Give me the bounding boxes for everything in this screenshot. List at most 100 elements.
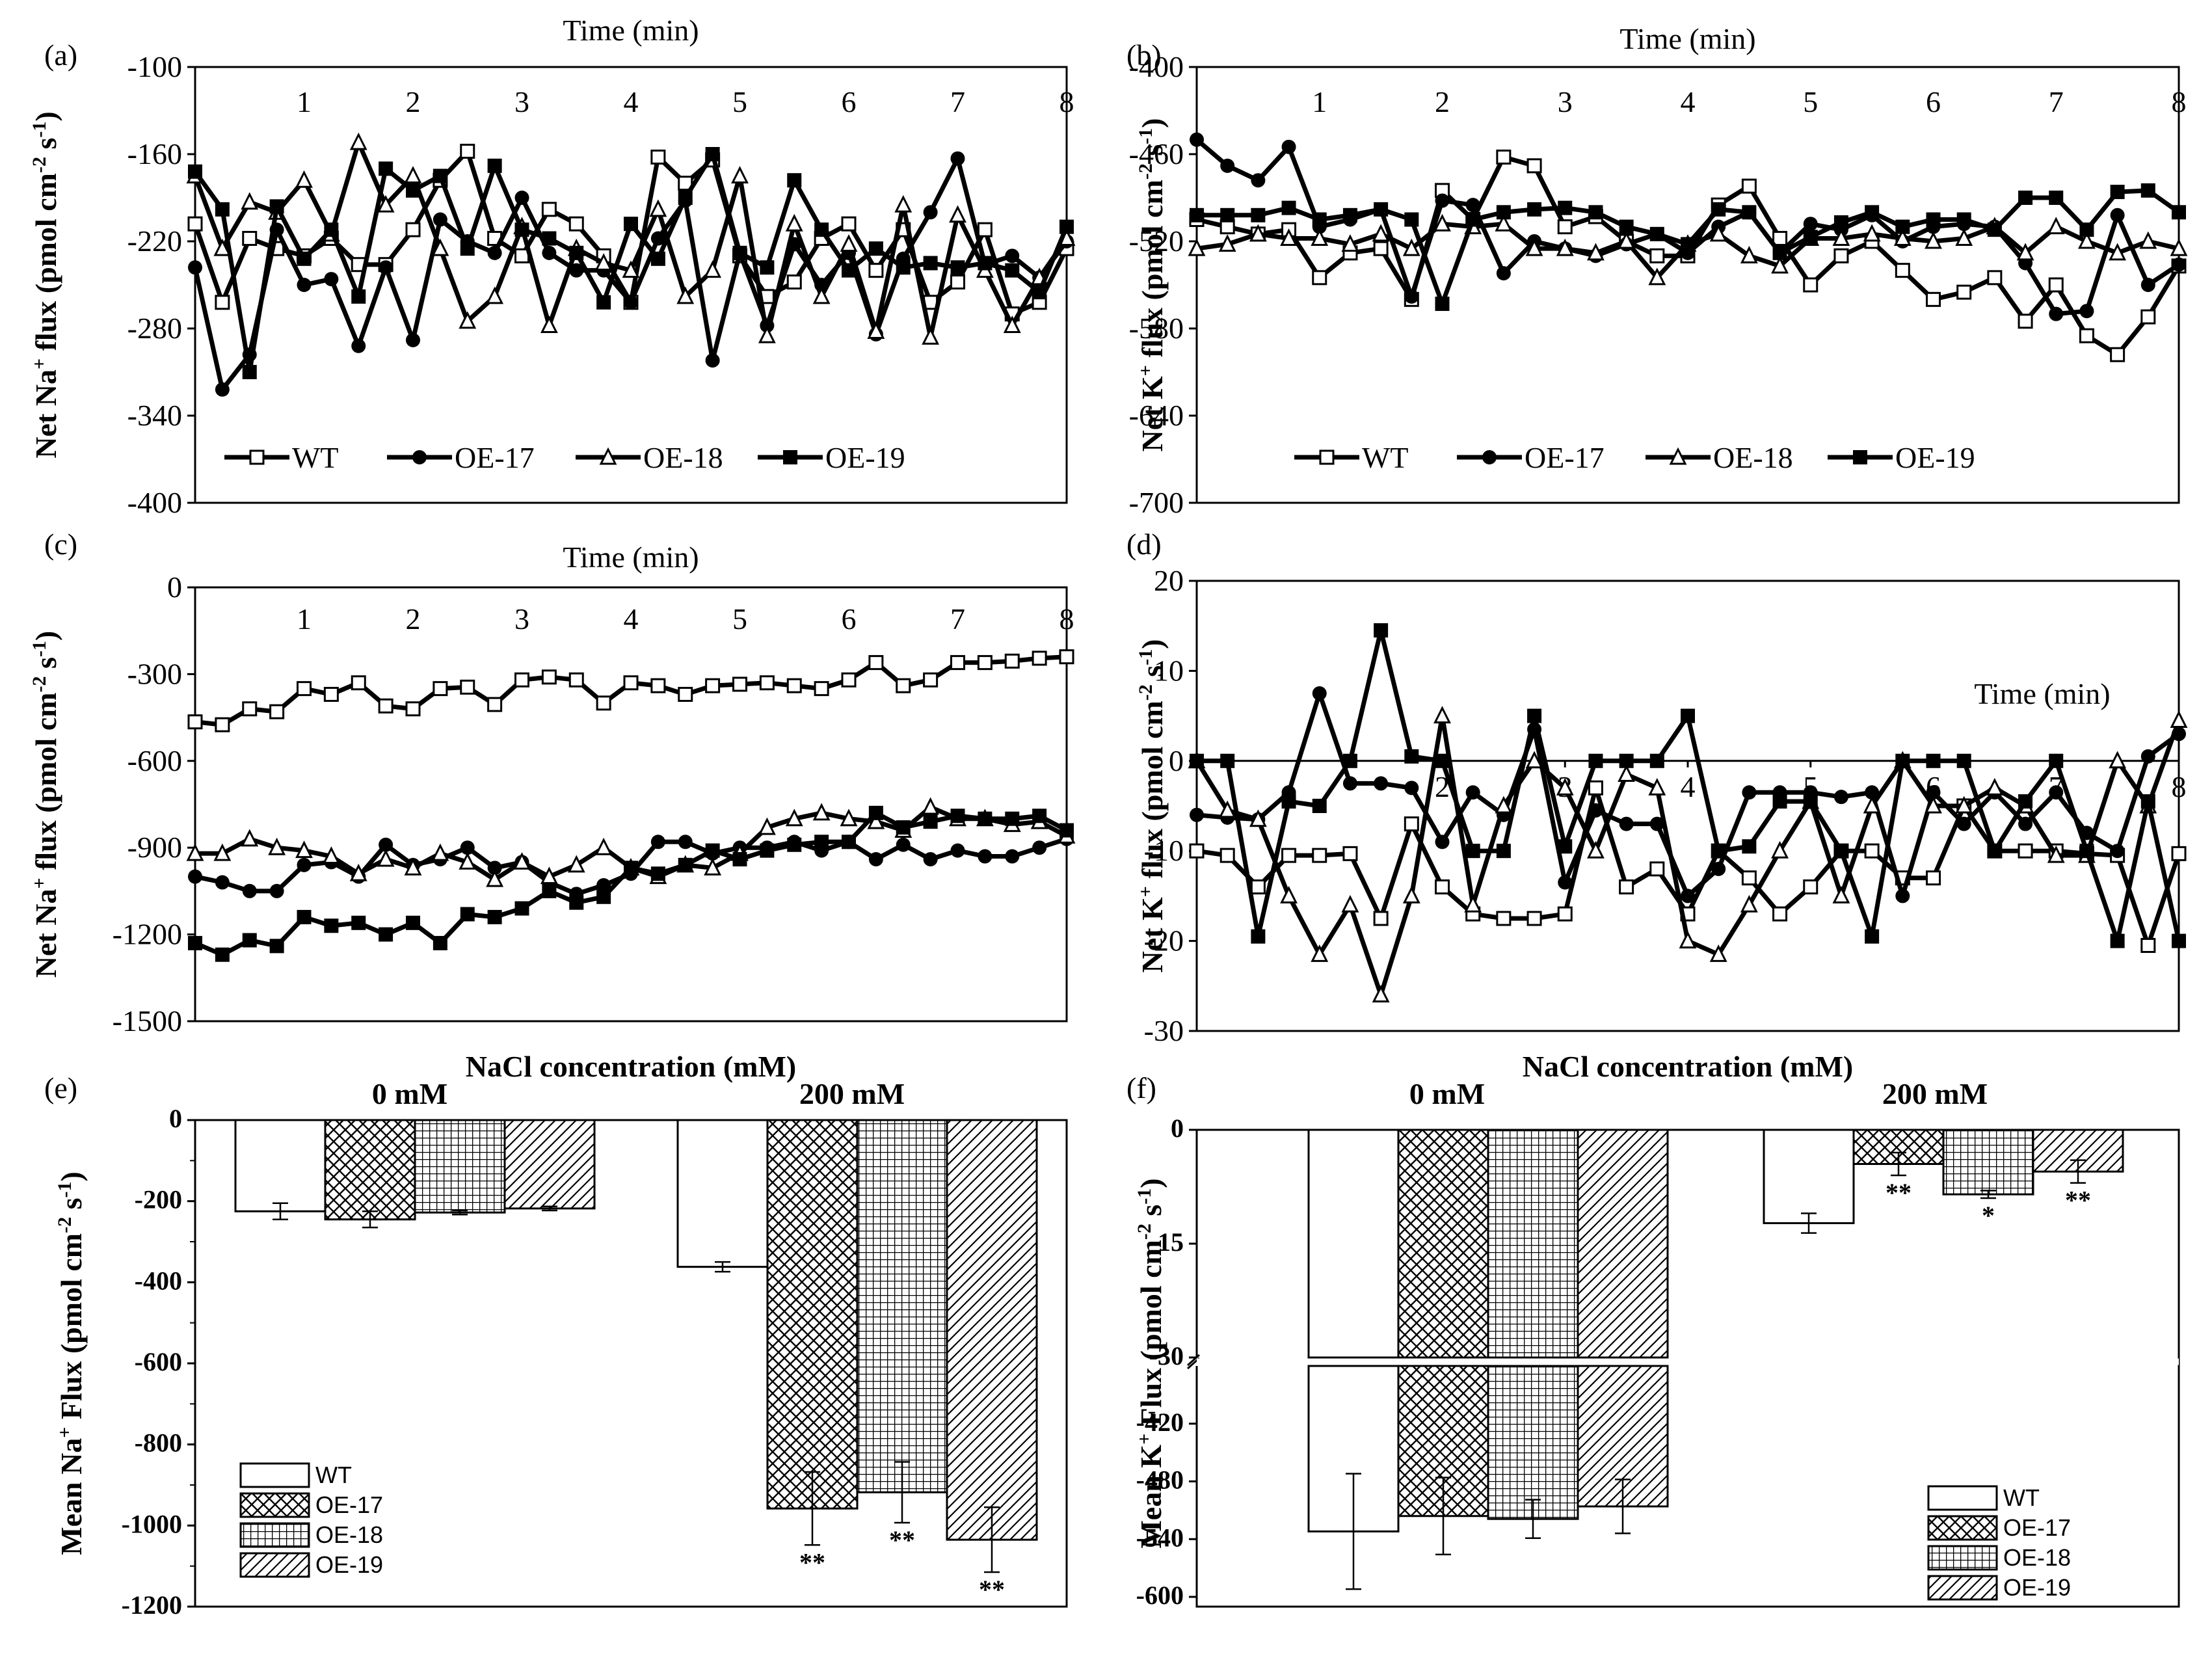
series-OE-19 — [1190, 183, 2186, 312]
data-point — [1374, 202, 1389, 217]
data-point — [242, 883, 257, 898]
legend-marker — [599, 447, 617, 465]
data-point — [1772, 794, 1787, 809]
data-point — [678, 857, 693, 872]
data-point — [1681, 237, 1695, 252]
group-label: 0 mM — [1409, 1077, 1485, 1110]
data-point — [1557, 219, 1573, 235]
axis-break-mark — [1187, 1354, 1200, 1367]
data-point — [596, 878, 611, 893]
data-point — [377, 849, 395, 867]
y-tick-label: -520 — [1129, 224, 1184, 258]
data-point — [868, 851, 883, 866]
data-point — [732, 676, 747, 692]
data-point — [1496, 911, 1512, 926]
data-point — [1435, 193, 1450, 208]
series-OE-19 — [188, 147, 1074, 379]
data-point — [2048, 277, 2064, 293]
data-point — [622, 260, 640, 278]
chart-title: NaCl concentration (mM) — [1523, 1050, 1853, 1083]
data-point — [514, 191, 529, 205]
panel-e: (e) NaCl concentration (mM) 0 mM 200 mM 0 -20… — [44, 1050, 1068, 1620]
x-tick-label: 6 — [842, 602, 857, 635]
data-point — [379, 927, 393, 942]
y-tick-label: -200 — [135, 1185, 182, 1214]
y-axis-title-sup1: + — [54, 1427, 75, 1438]
y-tick-label: -400 — [135, 1266, 182, 1295]
data-point — [1588, 780, 1603, 796]
y-tick-label: -100 — [127, 50, 182, 83]
data-point — [1527, 708, 1542, 723]
data-point — [1311, 944, 1329, 962]
data-point — [542, 245, 557, 260]
x-tick-label: 5 — [732, 602, 747, 635]
y-tick-label: -340 — [127, 399, 182, 432]
data-point — [2172, 933, 2186, 948]
data-point — [1649, 226, 1664, 241]
data-point — [1003, 315, 1021, 334]
data-point — [215, 202, 230, 217]
data-point — [487, 909, 502, 924]
y-axis-title-d: ) — [1136, 639, 1169, 648]
data-point — [2172, 257, 2186, 272]
data-point — [568, 672, 584, 688]
data-point — [594, 837, 613, 855]
y-tick-label: -300 — [127, 657, 182, 690]
x-tick-label: 2 — [1435, 85, 1450, 118]
data-point — [2110, 347, 2125, 362]
y-tick-label: -1500 — [113, 1004, 182, 1037]
data-point — [841, 216, 857, 232]
data-point — [1956, 212, 1971, 227]
data-point — [949, 205, 966, 223]
y-axis-title-a: Net K — [1136, 376, 1169, 451]
legend: WT OE-17 OE-18 OE-19 — [1294, 441, 1975, 474]
data-point — [1032, 285, 1047, 300]
data-point — [812, 286, 831, 304]
data-point — [213, 238, 232, 256]
y-axis-title-sup1: + — [29, 877, 50, 889]
data-point — [1863, 224, 1881, 242]
x-tick-label: 5 — [732, 85, 747, 118]
y-axis-title-sup1: + — [29, 358, 50, 369]
y-axis-title-c: s — [1136, 144, 1169, 163]
data-point — [676, 286, 695, 304]
data-point — [269, 883, 284, 898]
significance-label: * — [1982, 1201, 1995, 1230]
data-point — [1895, 889, 1910, 903]
data-point — [1495, 213, 1513, 232]
data-point — [2079, 328, 2094, 343]
panel-b: (b)-400 -460 -520 -580 -640 -700 1 2 3 4 5 6 7 8 Time … — [1126, 22, 2188, 519]
data-point — [1618, 764, 1636, 782]
data-point — [1251, 207, 1266, 222]
data-point — [758, 325, 776, 343]
legend-label: OE-18 — [1713, 441, 1793, 474]
data-point — [842, 835, 856, 849]
data-point — [1926, 291, 1941, 307]
data-point — [650, 149, 666, 165]
data-point — [1803, 277, 1819, 293]
y-axis-title-a: Mean Na — [55, 1438, 88, 1555]
y-tick-label: -280 — [127, 312, 182, 345]
data-point — [1188, 238, 1206, 256]
legend-marker — [783, 450, 797, 464]
y-axis-title: Net K+ flux (pmol cm-2 s-1) — [1135, 639, 1169, 972]
data-point — [1373, 241, 1389, 256]
legend-label: WT — [292, 441, 339, 474]
data-point — [1374, 623, 1389, 638]
data-point — [1280, 886, 1298, 903]
data-point — [1005, 811, 1020, 826]
data-point — [2049, 306, 2064, 321]
data-point — [896, 820, 911, 835]
data-point — [1865, 929, 1880, 944]
panel-label: (d) — [1126, 528, 1162, 561]
data-point — [351, 338, 366, 353]
data-point — [1741, 178, 1757, 194]
y-axis-title-sup3: -1 — [54, 1181, 75, 1197]
group-label: 0 mM — [372, 1077, 447, 1110]
legend-label: OE-17 — [455, 441, 535, 474]
data-point — [842, 263, 856, 278]
data-point — [1865, 205, 1880, 220]
data-point — [2140, 749, 2155, 764]
data-point — [460, 241, 475, 256]
